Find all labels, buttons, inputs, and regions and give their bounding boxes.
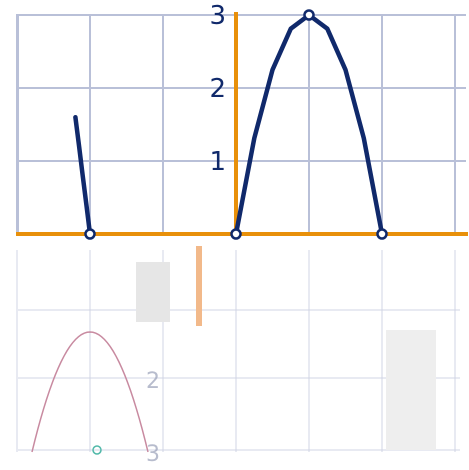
curve-layer [73, 12, 385, 237]
data-point [303, 9, 315, 21]
y-tick-label: 2 [209, 74, 226, 104]
data-point [230, 228, 242, 240]
y-tick-label-lower: 2 [146, 369, 160, 394]
y-tick-label: 3 [209, 1, 226, 31]
ghost-axis-fragment [196, 246, 202, 326]
y-tick-label-lower: 3 [146, 442, 160, 466]
ghost-point [92, 445, 102, 455]
ghost-hatch-block [136, 262, 170, 322]
y-tick-label: 1 [209, 147, 226, 177]
data-point [376, 228, 388, 240]
label-layer: 1 2 3 2 3 [146, 1, 226, 467]
ghost-layer [16, 246, 460, 455]
series-curve [73, 114, 93, 237]
ghost-curve [31, 331, 149, 453]
data-point [84, 228, 96, 240]
point-layer [84, 9, 388, 240]
grid-layer [16, 14, 466, 235]
ghost-hatch-block [386, 330, 436, 450]
